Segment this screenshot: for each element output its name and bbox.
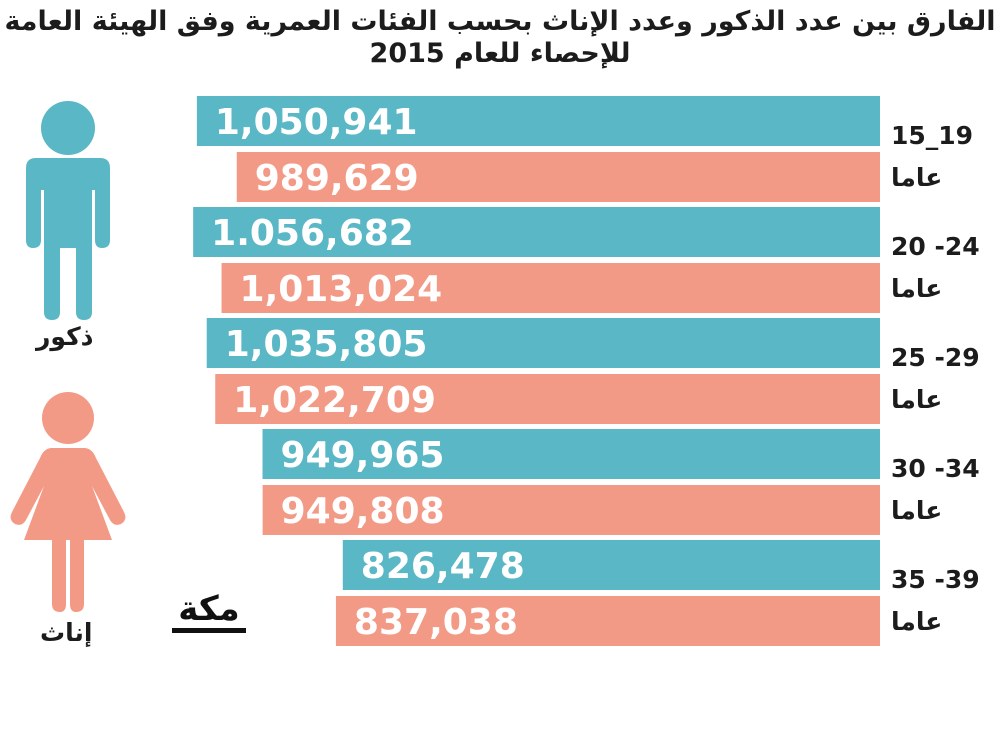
male-value-label-2: 1.056,682 [211,213,414,254]
male-bar-2 [193,207,881,257]
bars-layer: 1,050,941 989,629 15_19 عاما 1.056,682 1,013,… [193,96,980,646]
logo-underline [172,628,246,633]
female-bar-2 [221,263,880,313]
male-bar-3 [206,318,880,368]
female-value-label-1: 989,629 [255,158,419,199]
male-value-label-1: 1,050,941 [215,102,418,143]
male-value-label-3: 1,035,805 [225,324,428,365]
legend-female-label: إناث [40,618,93,647]
age-group-unit-4: عاما [891,496,942,525]
female-value-label-3: 1,022,709 [233,380,436,421]
male-bar-4 [262,429,881,479]
male-value-label-4: 949,965 [281,435,445,476]
age-group-unit-5: عاما [891,607,942,636]
male-bar-5 [342,540,880,590]
female-figure-icon [10,392,126,612]
chart-title-line1: الفارق بين عدد الذكور وعدد الإناث بحسب ا… [4,6,996,37]
male-figure-icon [26,101,110,320]
age-group-label-2: 20 -24 [891,232,980,261]
legend-male-label: ذكور [36,322,94,351]
chart-title: الفارق بين عدد الذكور وعدد الإناث بحسب ا… [0,6,1000,70]
female-bar-5 [335,596,880,646]
female-bar-3 [215,374,881,424]
age-group-label-1: 15_19 [891,121,973,150]
gender-figures [10,101,126,612]
age-group-label-3: 25 -29 [891,343,980,372]
logo-text: مكة [178,589,240,629]
male-value-label-5: 826,478 [361,546,525,587]
age-group-unit-1: عاما [891,163,942,192]
chart-title-line2: للإحصاء للعام 2015 [369,38,631,69]
female-bar-4 [262,485,881,535]
age-group-unit-3: عاما [891,385,942,414]
female-bar-1 [236,152,880,202]
publisher-logo: مكة [166,590,252,640]
female-value-label-5: 837,038 [354,602,518,643]
female-value-label-4: 949,808 [281,491,445,532]
female-value-label-2: 1,013,024 [240,269,443,310]
age-group-unit-2: عاما [891,274,942,303]
male-bar-1 [196,96,880,146]
age-group-label-4: 30 -34 [891,454,980,483]
age-group-label-5: 35 -39 [891,565,980,594]
